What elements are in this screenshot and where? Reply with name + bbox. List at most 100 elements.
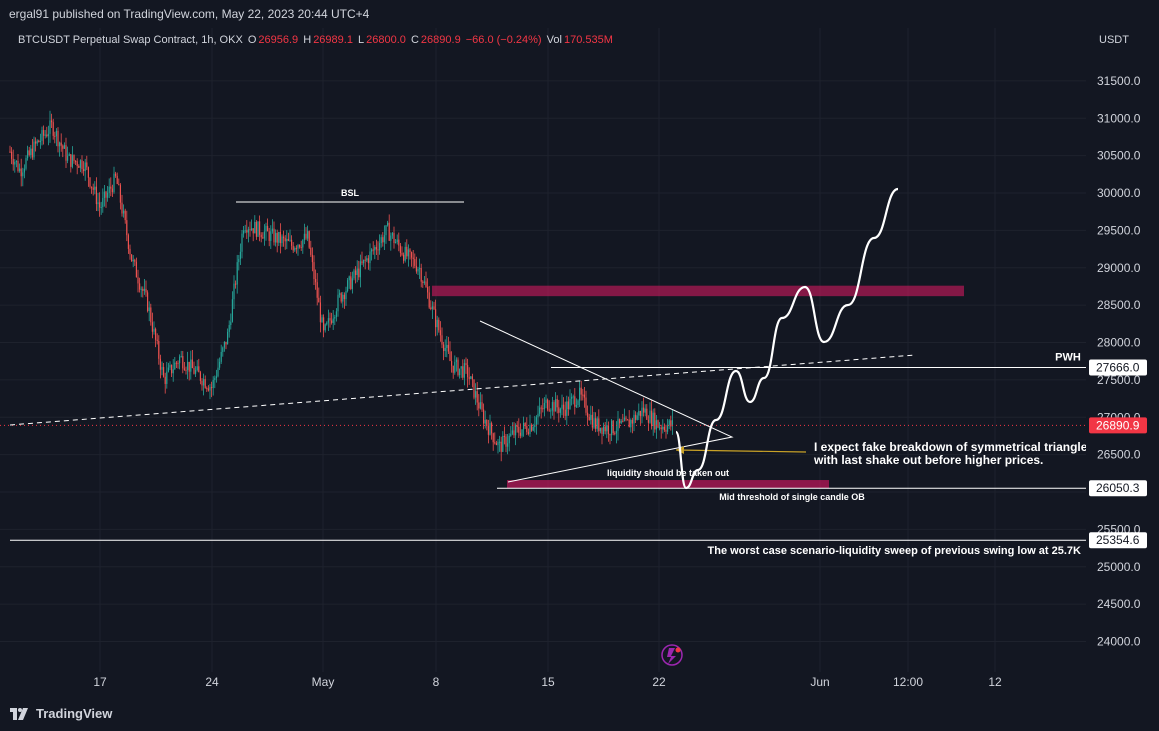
candle-body [267,225,269,232]
candle-body [660,427,662,430]
candle-body [323,317,325,331]
candle-body [190,359,192,372]
candle-body [15,160,17,163]
candle-body [473,379,475,398]
candle-body [236,262,238,285]
legend-high: 26989.1 [313,34,353,46]
candle-body [457,359,459,376]
price-axis[interactable]: 24000.024500.025000.025500.026000.026500… [1086,28,1159,672]
candle-body [361,261,363,264]
candle-body [499,441,501,443]
candle-body [612,420,614,434]
candle-body [651,410,653,427]
time-axis[interactable]: 17 24 May 8 15 22 Jun 12:00 12 [93,675,1002,689]
candle-body [622,420,624,422]
candle-body [540,407,542,409]
candle-body [561,404,563,409]
candle-body [596,418,598,429]
candle-body [611,420,613,436]
candle-body [188,361,190,372]
candle-body [379,243,381,251]
candle-body [174,362,176,370]
candle-body [235,283,237,285]
candle-body [462,366,464,378]
candle-body [652,412,654,427]
price-tick-label: 27500.0 [1097,373,1141,387]
candle-body [249,229,251,231]
candle-body [326,322,328,325]
candle-body [468,377,470,379]
candles [9,110,673,462]
candle-body [25,158,27,169]
watermark-ring [661,644,683,666]
candle-body [20,168,22,177]
candle-body [316,282,318,298]
tradingview-logo[interactable]: TradingView [10,706,112,721]
price-label: 26050.3 [1096,481,1140,495]
expectation-line-2: with last shake out before higher prices… [813,453,1043,467]
candle-body [36,140,38,144]
currency-label[interactable]: USDT [1099,34,1129,46]
candle-body [614,433,616,435]
legend-open: 26956.9 [258,34,299,46]
legend: BTCUSDT Perpetual Swap Contract, 1h, OKX… [18,34,615,46]
candle-body [27,150,29,159]
price-chart[interactable]: BSL PWH Mid threshold of single candle OB T… [0,28,1159,700]
top-bar: ergal91 published on TradingView.com, Ma… [0,0,1159,28]
candle-body [94,186,96,190]
candle-body [283,236,285,239]
candle-body [223,341,225,348]
candle-body [551,402,553,411]
candle-body [348,276,350,281]
candle-body [483,409,485,424]
candle-body [303,233,305,240]
candle-body [414,258,416,266]
candle-body [155,328,157,340]
candle-body [534,424,536,428]
candle-body [286,238,288,242]
candle-body [172,369,174,374]
candle-body [102,197,104,208]
candle-body [603,426,605,434]
candle-body [404,246,406,261]
price-tick-label: 30000.0 [1097,186,1141,200]
candle-body [411,252,413,258]
candle-body [412,257,414,259]
candle-body [207,388,209,391]
candle-body [203,379,205,386]
candle-body [148,307,150,312]
candle-body [515,425,517,436]
candle-body [12,158,14,165]
candle-body [265,225,267,232]
candle-body [580,387,582,395]
candle-body [43,130,45,136]
candle-body [465,363,467,366]
candle-body [108,186,110,193]
candle-body [396,239,398,242]
candle-body [662,426,664,430]
candle-body [638,410,640,416]
candle-body [505,436,507,447]
candle-body [449,351,451,361]
candle-body [75,160,77,162]
candle-body [494,442,496,444]
candle-body [182,356,184,369]
candle-body [500,441,502,452]
candle-body [564,409,566,416]
legend-open-label: O [247,34,257,46]
candle-body [81,160,83,170]
candle-body [441,335,443,345]
ob-mid-label: Mid threshold of single candle OB [719,492,865,502]
candle-body [241,233,243,252]
time-tick-label: 8 [433,675,440,689]
candle-body [33,141,35,158]
candle-body [519,432,521,436]
candle-body [153,328,155,332]
time-tick-label: May [312,675,335,689]
candle-body [340,293,342,302]
candle-body [49,120,51,134]
candle-body [259,221,261,235]
candle-body [633,414,635,424]
candle-body [355,270,357,275]
candle-body [388,222,390,241]
